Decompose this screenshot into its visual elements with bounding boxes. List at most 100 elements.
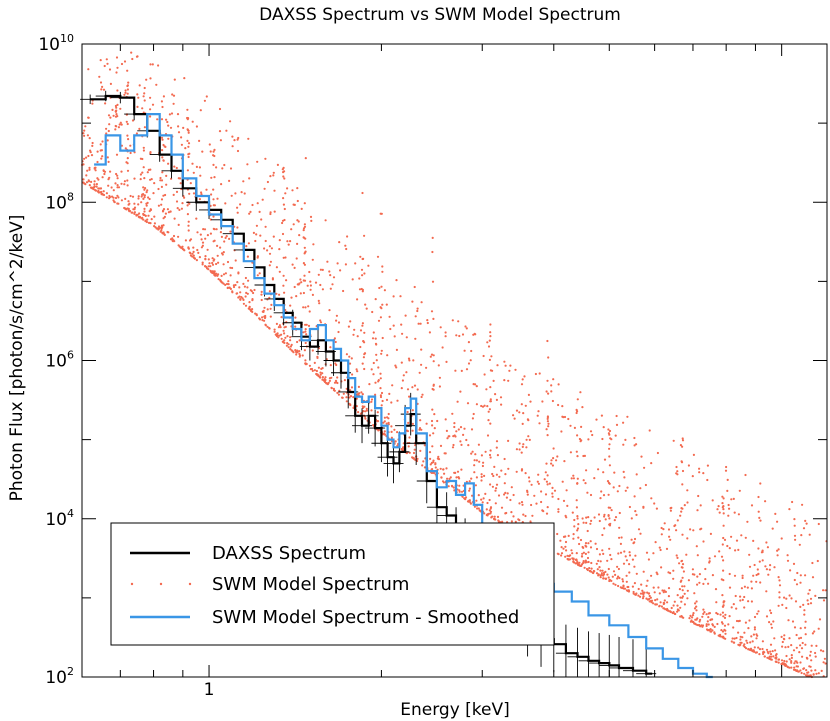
model-point [247,137,250,140]
model-point [228,286,231,289]
model-point [722,569,725,572]
model-point [662,528,665,531]
model-point [741,576,744,580]
model-point [299,278,302,281]
model-point [471,450,474,453]
model-point [503,379,506,382]
model-point [565,549,568,552]
swm-model-spectrum-smoothed-line [94,113,713,679]
model-point [822,599,826,602]
model-point [759,482,762,485]
model-point [277,326,280,329]
model-point [323,378,326,381]
legend: DAXSS Spectrum SWM Model Spectrum SWM Mo… [110,522,555,646]
model-point [810,644,813,647]
model-point [229,230,232,233]
model-point [212,163,215,166]
model-point [794,600,798,603]
model-point [761,559,764,562]
model-point [545,480,549,483]
model-point [790,654,793,657]
model-point [601,437,604,441]
model-point [275,322,278,325]
model-point [226,286,229,290]
model-point [788,508,791,511]
model-point [434,462,437,465]
model-point [167,124,170,127]
model-point [295,353,298,356]
model-point [353,328,356,331]
model-point [639,532,642,535]
model-point [300,281,303,284]
model-point [494,502,497,505]
model-point [791,500,794,504]
model-point [545,512,549,515]
model-point [575,552,578,555]
model-point [268,264,271,267]
model-point [355,368,358,371]
model-point [493,518,496,521]
model-point [587,560,590,564]
model-point [473,471,476,474]
model-point [273,189,276,192]
model-point [680,559,684,562]
model-point [244,295,247,298]
model-point [291,350,294,353]
model-point [557,383,560,386]
model-point [311,349,314,352]
model-point [162,217,165,220]
model-point [693,607,697,610]
model-point [746,586,749,589]
model-point [162,231,165,234]
model-point [421,393,424,396]
model-point [560,554,563,557]
model-point [432,383,435,386]
model-point [698,471,701,474]
model-point [783,634,786,637]
model-point [550,390,553,393]
model-point [709,532,713,536]
model-point [533,494,536,497]
model-point [755,637,758,640]
model-point [615,423,619,426]
model-point [521,422,524,425]
model-point [769,643,773,646]
model-point [88,168,91,171]
model-point [632,590,635,594]
model-point [107,160,110,163]
model-point [704,578,707,581]
model-point [566,504,569,507]
model-point [156,118,159,121]
model-point [256,274,259,277]
model-point [211,257,214,260]
model-point [172,94,176,97]
model-point [733,637,736,640]
model-point [614,516,618,519]
model-point [167,162,170,165]
model-point [503,457,506,461]
model-point [599,576,602,579]
model-point [361,362,364,365]
model-point [739,599,742,602]
model-point [135,214,138,217]
model-point [631,558,635,561]
model-point [768,621,771,624]
model-point [654,541,657,544]
model-point [224,272,227,275]
model-point [800,534,803,537]
model-point [696,623,699,627]
model-point [431,424,434,427]
model-point [603,515,606,518]
model-point [155,83,158,86]
model-point [303,349,306,352]
model-point [485,508,488,511]
model-point [595,418,598,421]
model-point [95,185,98,188]
model-point [281,232,285,236]
model-point [319,373,322,376]
model-point [639,592,643,595]
model-point [552,447,555,450]
model-point [430,419,434,423]
model-point [711,499,714,502]
model-point [691,568,695,571]
